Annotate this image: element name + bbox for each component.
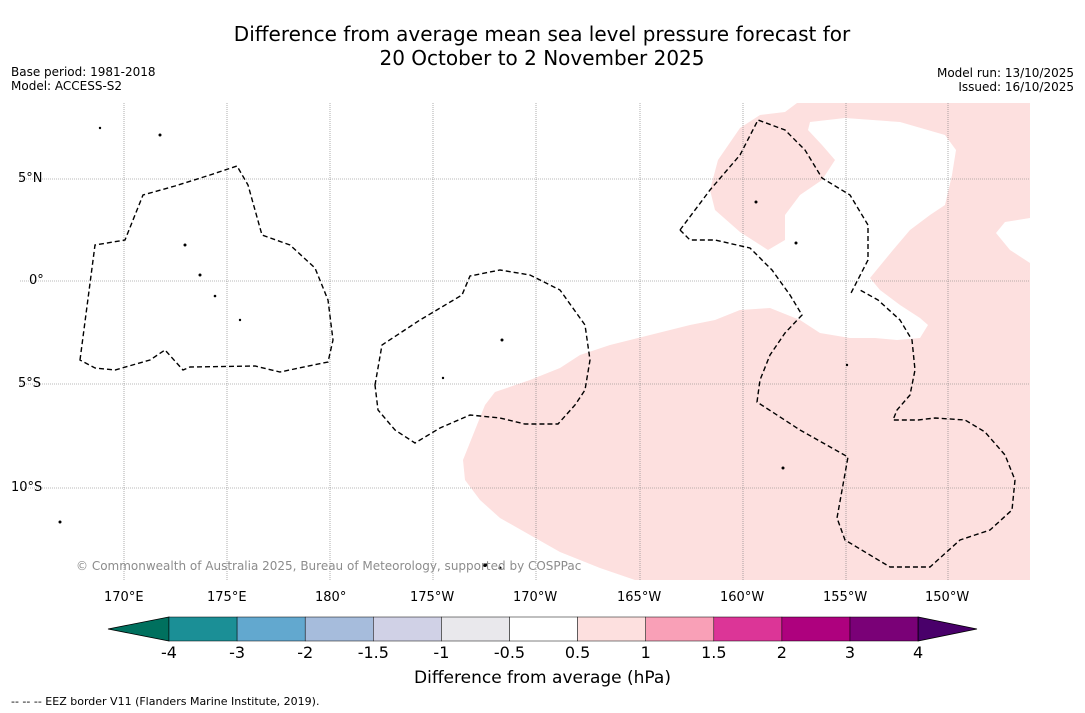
lat-label: 0° [29, 273, 44, 288]
colorbar-segment [577, 616, 646, 642]
eez-borders [79, 119, 1016, 568]
colorbar-tick-label: 0.5 [564, 643, 591, 662]
colorbar-segment [441, 616, 510, 642]
copyright-notice: © Commonwealth of Australia 2025, Bureau… [76, 559, 582, 573]
metadata-right: Model run: 13/10/2025 Issued: 16/10/2025 [937, 66, 1074, 94]
colorbar-segment [849, 616, 919, 642]
lon-label: 150°W [925, 590, 970, 605]
lon-label: 180° [315, 590, 347, 605]
colorbar-segment [373, 616, 442, 642]
title-line-1: Difference from average mean sea level p… [233, 22, 851, 46]
lon-label: 160°W [720, 590, 765, 605]
colorbar-segment [713, 616, 783, 642]
colorbar-tick-label: 2 [776, 643, 787, 662]
lon-label: 175°E [207, 590, 247, 605]
anomaly-region-0.5-1 [463, 103, 1030, 580]
gridlines [20, 103, 1030, 580]
colorbar-tick-label: -3 [229, 643, 246, 662]
lon-label: 175°W [410, 590, 455, 605]
colorbar-tick-label: -0.5 [493, 643, 526, 662]
map-area [20, 103, 1030, 580]
model-name: Model: ACCESS-S2 [11, 79, 123, 93]
colorbar [107, 616, 978, 642]
colorbar-tick-label: 1 [640, 643, 651, 662]
lon-label: 170°W [513, 590, 558, 605]
colorbar-over-arrow [917, 616, 978, 642]
colorbar-tick-label: 1.5 [701, 643, 727, 662]
colorbar-segment [304, 616, 374, 642]
colorbar-under-arrow [107, 616, 170, 642]
colorbar-tick-label: -1 [433, 643, 450, 662]
colorbar-tick-label: 3 [844, 643, 856, 662]
lon-label: 155°W [823, 590, 868, 605]
lon-label: 170°E [104, 590, 144, 605]
map-title: Difference from average mean sea level p… [0, 22, 1085, 70]
issued-date: Issued: 16/10/2025 [958, 80, 1074, 94]
colorbar-segment [236, 616, 306, 642]
eez-legend: -- -- -- EEZ border V11 (Flanders Marine… [11, 695, 320, 708]
colorbar-segment [168, 616, 238, 642]
model-run: Model run: 13/10/2025 [936, 66, 1074, 80]
colorbar-tick-label: -2 [297, 643, 314, 662]
colorbar-tick-label: -4 [161, 643, 177, 662]
lat-label: 10°S [11, 480, 43, 495]
lat-label: 5°S [18, 376, 42, 391]
colorbar-segment [509, 616, 578, 642]
title-line-2: 20 October to 2 November 2025 [379, 46, 705, 70]
colorbar-segment [645, 616, 715, 642]
colorbar-label: Difference from average (hPa) [414, 668, 671, 688]
lat-label: 5°N [18, 171, 43, 186]
islands [58, 126, 849, 570]
lon-label: 165°W [617, 590, 662, 605]
colorbar-tick-label: -1.5 [357, 643, 389, 662]
base-period: Base period: 1981-2018 [11, 65, 156, 79]
metadata-left: Base period: 1981-2018 Model: ACCESS-S2 [11, 65, 156, 93]
colorbar-tick-label: 4 [913, 643, 924, 662]
colorbar-segment [781, 616, 851, 642]
